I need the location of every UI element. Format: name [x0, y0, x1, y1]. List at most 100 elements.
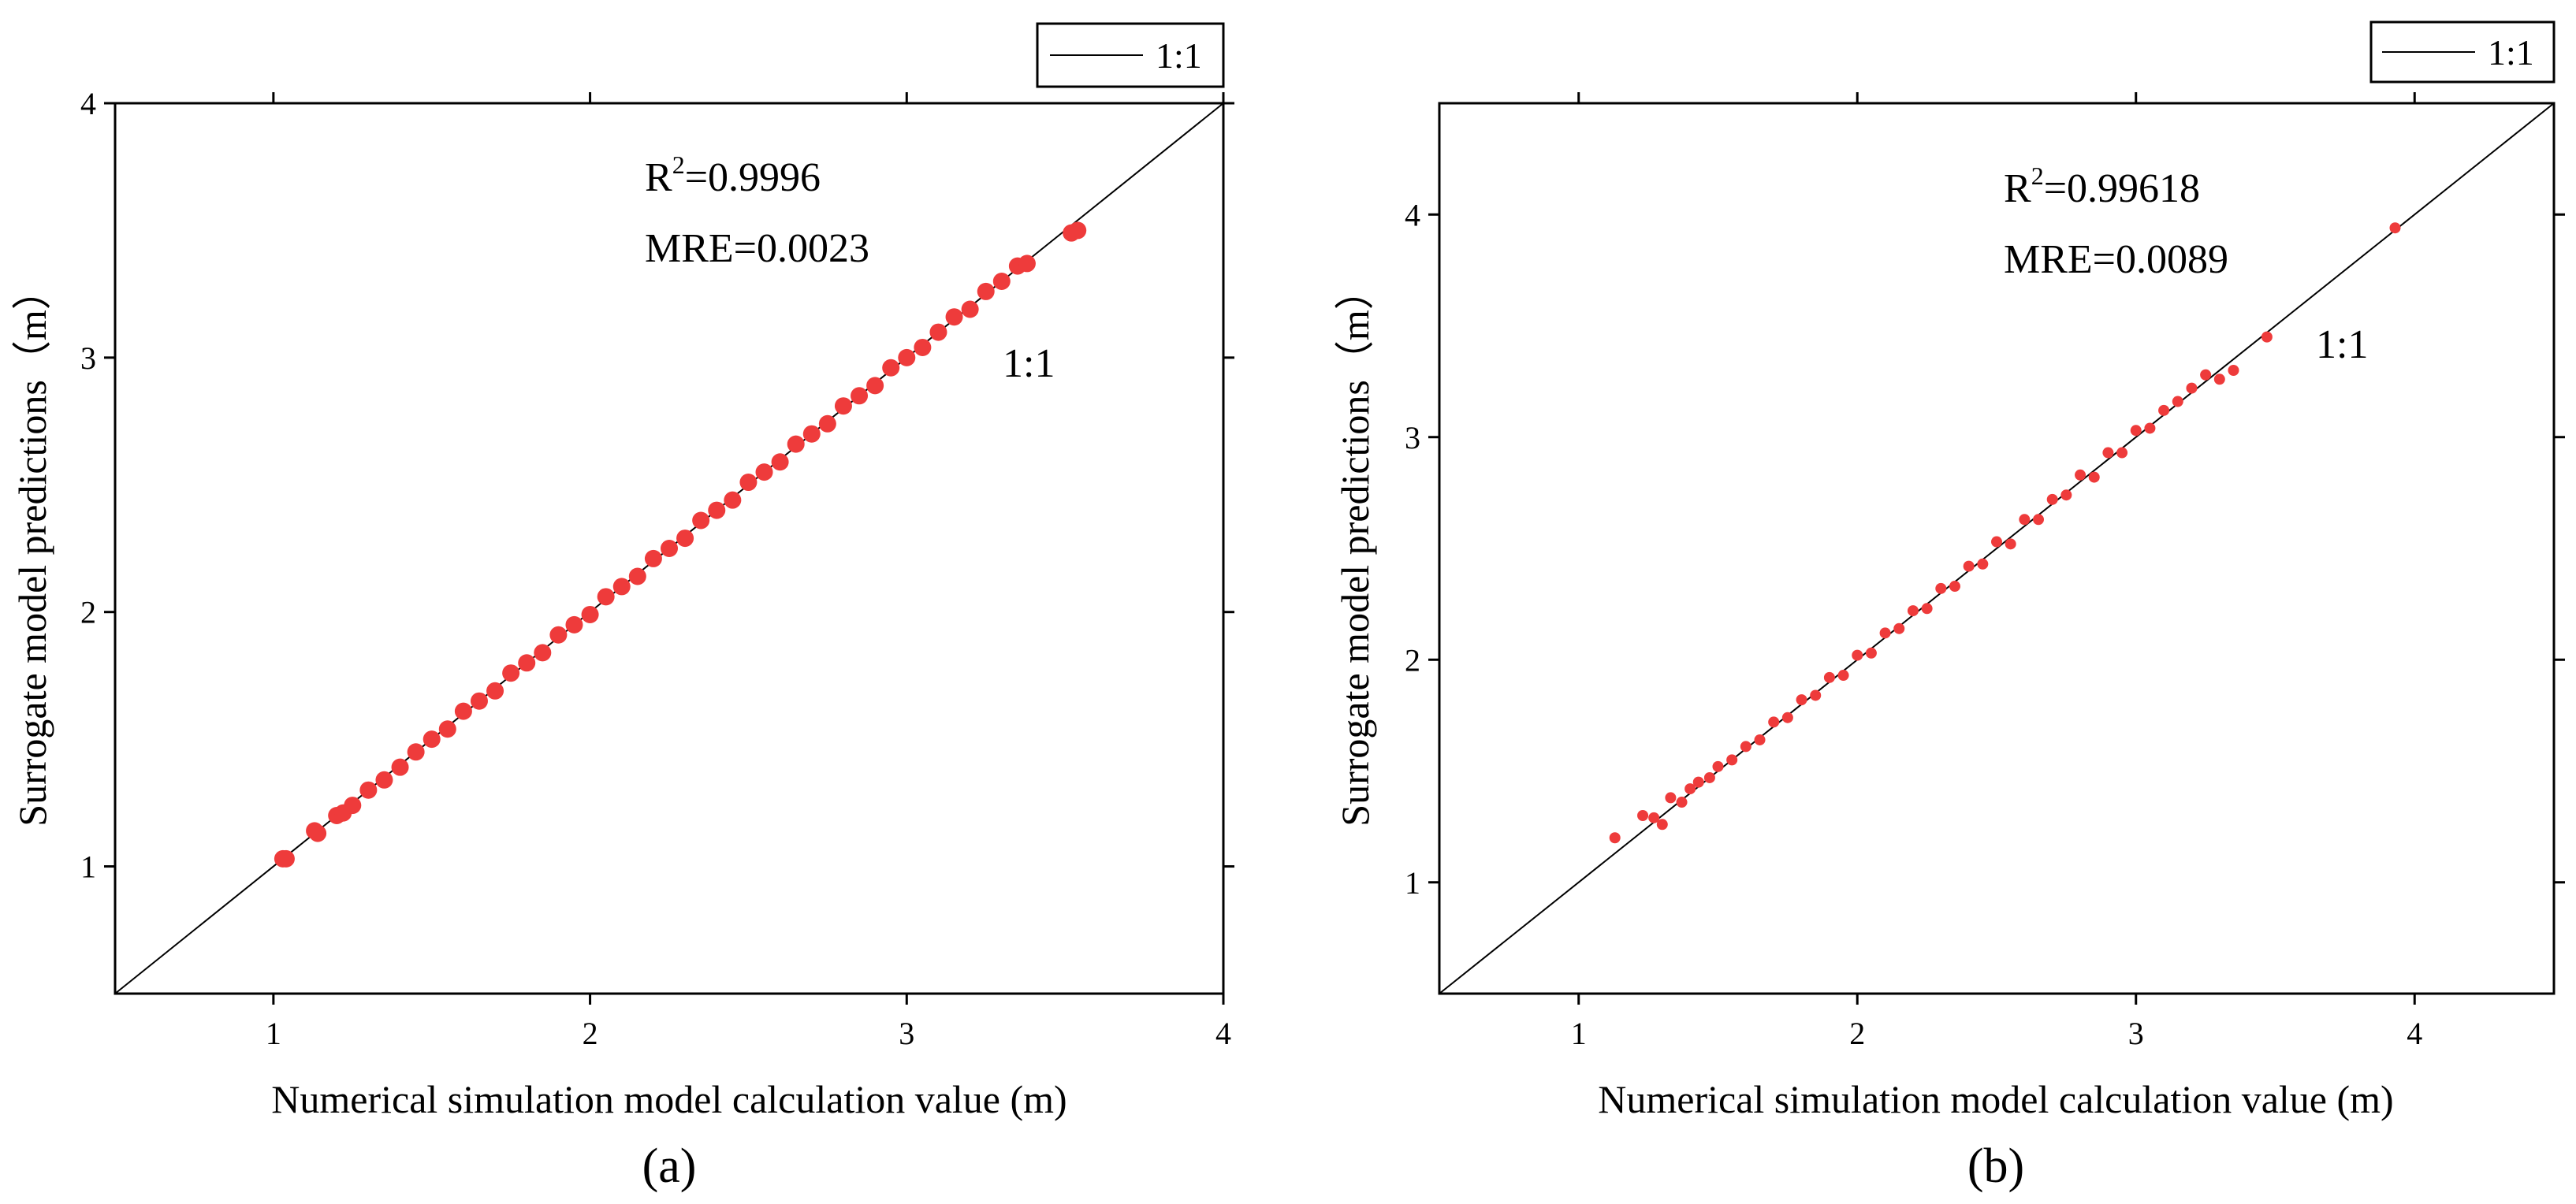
scatter-point — [407, 743, 425, 761]
x-tick-label: 4 — [1215, 1016, 1231, 1051]
scatter-point — [1949, 581, 1960, 593]
scatter-point — [391, 758, 409, 776]
scatter-points-b — [1609, 222, 2401, 844]
scatter-point — [1754, 734, 1766, 745]
scatter-point — [344, 797, 362, 815]
scatter-point — [597, 588, 615, 606]
scatter-point — [961, 300, 979, 318]
scatter-point — [1609, 832, 1621, 844]
scatter-point — [724, 491, 742, 509]
scatter-point — [1069, 221, 1087, 240]
scatter-point — [2172, 396, 2183, 407]
line-label-a: 1:1 — [1003, 341, 1055, 386]
x-tick-label: 2 — [1849, 1016, 1865, 1051]
scatter-point — [2102, 447, 2114, 459]
scatter-point — [708, 501, 726, 519]
scatter-point — [661, 540, 678, 557]
scatter-point — [549, 626, 568, 644]
scatter-point — [1726, 754, 1738, 766]
scatter-point — [739, 474, 758, 492]
scatter-point — [565, 615, 583, 634]
scatter-point — [1665, 792, 1677, 804]
scatter-point — [2144, 422, 2156, 434]
scatter-point — [2019, 514, 2031, 526]
scatter-point — [1893, 622, 1905, 634]
y-tick-label: 2 — [1405, 642, 1420, 678]
legend-b: 1:1 — [2369, 20, 2556, 84]
chart-panel-a: 1 2 3 4 1 2 3 4 R2=0.9996 MRE=0.0023 1:1 1:1 Nu… — [10, 22, 1234, 1193]
scatter-point — [2186, 382, 2198, 394]
scatter-point — [486, 682, 504, 700]
scatter-point — [277, 849, 295, 868]
x-tick-label: 3 — [899, 1016, 914, 1051]
x-tick-label: 1 — [1571, 1016, 1587, 1051]
scatter-point — [1648, 812, 1660, 823]
scatter-point — [1781, 712, 1793, 723]
r2-annotation-b: R2=0.99618 — [2004, 162, 2200, 211]
scatter-point — [2046, 493, 2058, 505]
scatter-point — [1865, 647, 1877, 659]
scatter-point — [1676, 797, 1688, 808]
scatter-point — [309, 824, 327, 842]
scatter-point — [929, 323, 947, 341]
axis-ticks-b: 1 2 3 4 1 2 3 4 — [1405, 92, 2565, 1051]
scatter-point — [914, 338, 932, 356]
scatter-point — [1921, 603, 1933, 615]
scatter-point — [454, 702, 472, 720]
scatter-point — [2060, 489, 2072, 501]
mre-annotation-a: MRE=0.0023 — [645, 226, 869, 271]
scatter-point — [882, 359, 900, 377]
scatter-point — [2158, 404, 2170, 416]
y-axis-title-a: Surrogate model predictions（m） — [10, 270, 54, 826]
scatter-point — [1018, 255, 1036, 273]
scatter-point — [2213, 373, 2225, 385]
scatter-point — [470, 692, 488, 710]
line-label-b: 1:1 — [2316, 322, 2368, 367]
scatter-point — [1977, 558, 1989, 570]
y-axis-title-b: Surrogate model predictions（m） — [1333, 270, 1377, 826]
scatter-point — [802, 425, 821, 443]
scatter-point — [612, 578, 631, 596]
scatter-point — [438, 720, 456, 738]
scatter-point — [1907, 605, 1919, 617]
scatter-point — [2116, 447, 2128, 459]
scatter-point — [2033, 514, 2045, 526]
scatter-point — [1991, 536, 2002, 548]
scatter-point — [1963, 560, 1975, 572]
legend-a: 1:1 — [1036, 22, 1225, 88]
scatter-point — [977, 282, 995, 300]
scatter-point — [945, 308, 963, 326]
scatter-point — [818, 414, 836, 433]
scatter-point — [2075, 469, 2086, 481]
y-tick-label: 4 — [80, 86, 96, 121]
y-tick-label: 2 — [80, 595, 96, 630]
scatter-point — [834, 397, 852, 415]
scatter-point — [1637, 810, 1649, 821]
panel-label-b: (b) — [1967, 1139, 2024, 1193]
scatter-point — [2389, 222, 2401, 234]
scatter-point — [866, 377, 884, 395]
chart-panel-b: 1 2 3 4 1 2 3 4 R2=0.99618 MRE=0.0089 1:1 1:1 N… — [1333, 20, 2565, 1193]
scatter-point — [2005, 538, 2016, 550]
one-to-one-line-segment — [1439, 102, 2555, 994]
scatter-point — [1796, 694, 1807, 706]
r2-annotation-a: R2=0.9996 — [645, 150, 821, 200]
x-axis-title-a: Numerical simulation model calculation v… — [271, 1077, 1067, 1121]
scatter-point — [2261, 331, 2273, 343]
scatter-point — [375, 771, 393, 789]
axis-ticks-a: 1 2 3 4 1 2 3 4 — [80, 86, 1234, 1051]
scatter-point — [1810, 689, 1822, 701]
scatter-point — [1703, 771, 1715, 783]
panel-label-a: (a) — [642, 1139, 697, 1193]
scatter-point — [644, 549, 662, 567]
scatter-point — [2088, 471, 2100, 483]
y-tick-label: 3 — [1405, 420, 1420, 455]
scatter-point — [518, 654, 536, 672]
scatter-point — [1935, 582, 1947, 594]
scatter-point — [1656, 819, 1668, 831]
scatter-point — [992, 273, 1011, 290]
scatter-points-a — [274, 221, 1087, 868]
x-tick-label: 4 — [2407, 1016, 2422, 1051]
scatter-point — [1692, 776, 1704, 788]
